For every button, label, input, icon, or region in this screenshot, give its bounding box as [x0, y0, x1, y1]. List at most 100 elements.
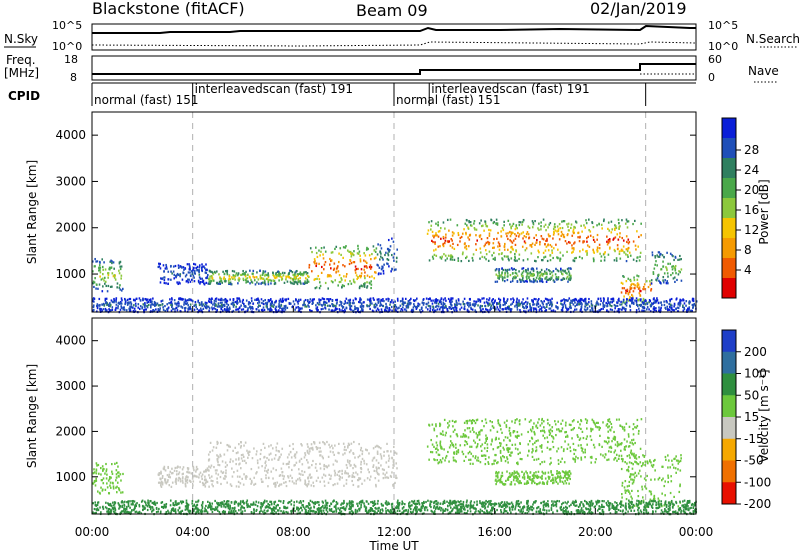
data-point — [617, 298, 620, 302]
data-point — [326, 275, 329, 278]
data-point — [622, 245, 625, 248]
data-point — [371, 459, 374, 462]
data-point — [516, 418, 518, 421]
freq-trace — [92, 63, 696, 75]
data-point — [320, 308, 323, 311]
data-point — [466, 255, 468, 258]
data-point — [461, 232, 464, 235]
data-point — [295, 482, 297, 485]
data-point — [578, 438, 581, 441]
data-point — [531, 274, 533, 277]
data-point — [457, 259, 460, 262]
data-point — [315, 246, 317, 249]
data-point — [621, 249, 624, 252]
data-point — [475, 248, 478, 251]
data-point — [184, 275, 187, 278]
data-point — [425, 306, 427, 309]
data-point — [212, 279, 215, 282]
data-point — [584, 302, 587, 305]
data-point — [156, 302, 159, 305]
data-point — [210, 475, 213, 478]
data-point — [628, 461, 631, 464]
data-point — [577, 444, 580, 447]
data-point — [596, 300, 598, 303]
data-point — [529, 471, 532, 474]
data-point — [114, 274, 116, 277]
data-point — [632, 438, 635, 441]
data-point — [170, 472, 173, 475]
data-point — [610, 450, 612, 454]
data-point — [368, 305, 371, 308]
data-point — [294, 276, 296, 279]
data-point — [181, 297, 183, 301]
data-point — [249, 302, 252, 305]
data-point — [300, 273, 302, 276]
data-point — [406, 304, 409, 307]
data-point — [169, 470, 172, 473]
data-point — [454, 428, 456, 431]
data-point — [193, 308, 196, 311]
data-point — [189, 266, 191, 269]
data-point — [566, 223, 568, 226]
data-point — [318, 281, 321, 284]
data-point — [125, 309, 128, 312]
data-point — [219, 475, 222, 479]
data-point — [632, 283, 635, 286]
data-point — [493, 251, 495, 255]
data-point — [366, 281, 368, 284]
data-point — [163, 276, 165, 279]
data-point — [507, 450, 510, 453]
data-point — [380, 247, 383, 250]
data-point — [632, 443, 635, 446]
data-point — [512, 430, 515, 433]
data-point — [281, 271, 284, 274]
data-point — [570, 226, 572, 230]
data-point — [532, 303, 534, 306]
data-point — [242, 483, 245, 486]
data-point — [163, 478, 166, 481]
data-point — [196, 468, 199, 471]
data-point — [679, 302, 682, 305]
data-point — [442, 301, 445, 304]
data-point — [116, 282, 119, 285]
data-point — [453, 247, 456, 251]
data-point — [194, 300, 197, 304]
data-point — [190, 472, 193, 475]
data-point — [286, 280, 289, 283]
data-point — [498, 253, 500, 256]
data-point — [392, 461, 395, 464]
data-point — [639, 251, 642, 254]
data-point — [567, 299, 569, 302]
data-point — [611, 228, 614, 231]
data-point — [583, 308, 586, 311]
data-point — [549, 457, 552, 460]
data-point — [227, 303, 230, 307]
data-point — [121, 491, 124, 494]
data-point — [632, 423, 635, 426]
data-point — [324, 443, 326, 446]
data-point — [250, 297, 253, 300]
data-point — [607, 436, 609, 439]
data-point — [499, 481, 501, 484]
data-point — [586, 252, 588, 255]
data-point — [387, 258, 390, 262]
data-point — [314, 259, 316, 263]
data-point — [102, 273, 104, 276]
data-point — [220, 280, 223, 283]
data-point — [373, 277, 376, 280]
data-point — [442, 309, 444, 312]
data-point — [341, 309, 343, 312]
data-point — [207, 277, 210, 281]
data-point — [631, 302, 633, 305]
data-point — [394, 481, 396, 485]
data-point — [287, 297, 290, 301]
data-point — [296, 269, 298, 273]
data-point — [322, 457, 325, 460]
data-point — [312, 459, 314, 463]
data-point — [635, 299, 638, 303]
data-point — [451, 246, 454, 249]
data-point — [471, 421, 474, 424]
data-point — [498, 302, 501, 305]
data-point — [208, 465, 210, 468]
